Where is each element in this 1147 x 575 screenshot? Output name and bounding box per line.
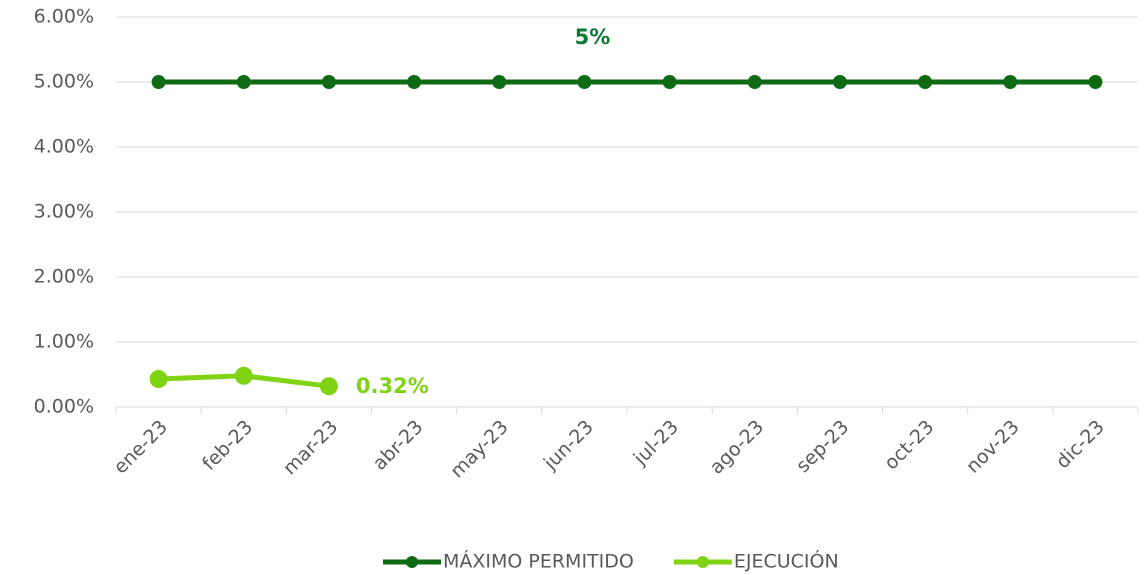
data-label: 0.32%: [356, 374, 429, 398]
point: [747, 75, 762, 89]
y-tick-label: 0.00%: [34, 396, 94, 418]
legend-marker: [406, 556, 418, 568]
point: [149, 370, 168, 389]
point: [1088, 75, 1103, 89]
y-tick-label: 5.00%: [34, 71, 94, 93]
point: [321, 75, 336, 89]
x-tick-label: feb-23: [198, 416, 257, 475]
legend-label: EJECUCIÓN: [734, 549, 839, 573]
point: [407, 75, 422, 89]
legend-marker: [696, 556, 709, 568]
point: [319, 377, 338, 396]
x-tick-label: dic-23: [1052, 416, 1109, 473]
legend-label: MÁXIMO PERMITIDO: [443, 550, 634, 573]
point: [1003, 75, 1018, 89]
x-tick-label: mar-23: [279, 416, 342, 479]
y-tick-label: 6.00%: [34, 6, 94, 28]
point: [234, 366, 253, 385]
point: [151, 75, 166, 89]
x-tick-label: ago-23: [705, 416, 768, 479]
x-tick-label: jun-23: [539, 416, 598, 475]
point: [918, 75, 933, 89]
y-tick-label: 1.00%: [34, 331, 94, 353]
x-tick-label: abr-23: [369, 416, 428, 475]
x-tick-label: oct-23: [880, 416, 938, 474]
point: [577, 75, 592, 89]
data-label: 5%: [575, 25, 611, 49]
x-tick-label: nov-23: [962, 416, 1024, 478]
y-tick-label: 2.00%: [34, 266, 94, 288]
point: [832, 75, 847, 89]
x-tick-label: may-23: [446, 416, 513, 483]
point: [662, 75, 677, 89]
x-tick-label: sep-23: [792, 416, 853, 477]
x-tick-label: jul-23: [629, 416, 683, 470]
x-tick-label: ene-23: [109, 416, 172, 479]
point: [236, 75, 251, 89]
y-tick-label: 4.00%: [34, 136, 94, 158]
y-tick-label: 3.00%: [34, 201, 94, 223]
point: [492, 75, 507, 89]
